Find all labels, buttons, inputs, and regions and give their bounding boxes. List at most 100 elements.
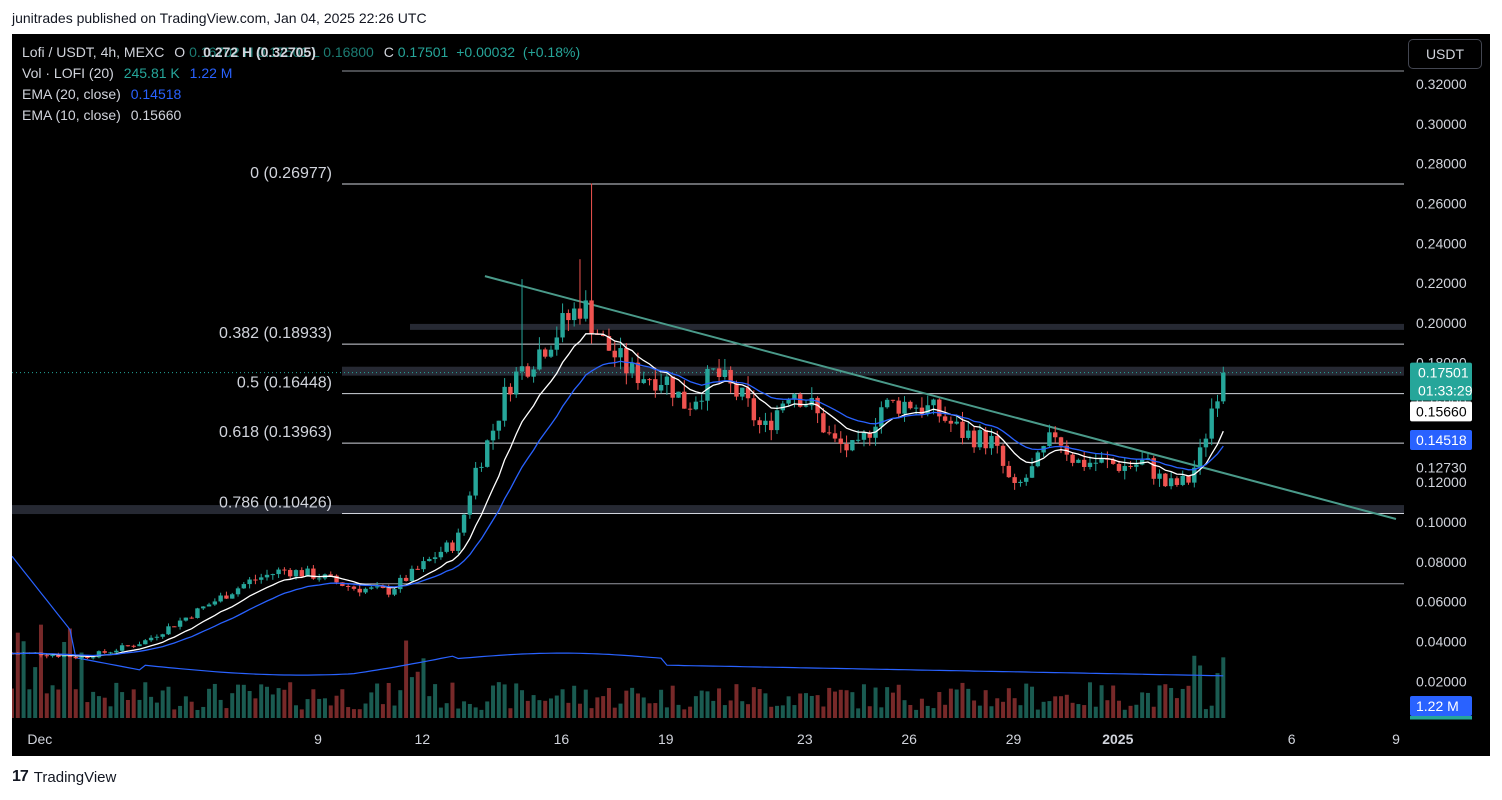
volume-bar bbox=[328, 705, 333, 718]
volume-bar bbox=[340, 689, 345, 718]
volume-bar bbox=[218, 699, 223, 718]
candle-body bbox=[722, 369, 728, 377]
volume-bar bbox=[27, 689, 32, 718]
candle-body bbox=[508, 386, 513, 395]
chart-panel[interactable]: 0 (0.26977) 0.382 (0.18933) 0.5 (0.16448) 0… bbox=[12, 34, 1490, 756]
ema10-axis-label-bg bbox=[1410, 401, 1472, 422]
candle-body bbox=[328, 574, 333, 576]
volume-bar bbox=[357, 709, 362, 718]
candle-body bbox=[160, 634, 165, 637]
volume-bar bbox=[943, 704, 948, 718]
legend-volume-row[interactable]: Vol · LOFI (20) 245.81 K 1.22 M bbox=[22, 63, 580, 84]
candle-body bbox=[253, 579, 258, 581]
volume-bar bbox=[62, 641, 67, 718]
volume-bar bbox=[595, 697, 600, 718]
price-chart[interactable]: 0 (0.26977) 0.382 (0.18933) 0.5 (0.16448) 0… bbox=[12, 34, 1490, 756]
volume-bar bbox=[160, 690, 165, 718]
currency-unit-label: USDT bbox=[1425, 46, 1465, 62]
volume-bar bbox=[914, 709, 919, 718]
volume-bar bbox=[1122, 709, 1127, 718]
candle-body bbox=[85, 656, 90, 659]
time-tick-label: 26 bbox=[901, 731, 917, 747]
volume-bar bbox=[1001, 701, 1006, 718]
candle-body bbox=[212, 601, 218, 605]
candle-body bbox=[664, 376, 670, 385]
candle-body bbox=[867, 432, 872, 438]
volume-bar bbox=[688, 706, 693, 718]
volume-bar bbox=[728, 700, 733, 718]
candle-body bbox=[392, 589, 397, 595]
volume-bar bbox=[1105, 700, 1110, 718]
volume-bar bbox=[212, 683, 217, 718]
candle-body bbox=[519, 366, 525, 372]
tradingview-brand[interactable]: TradingView bbox=[33, 768, 117, 786]
time-tick-label: 9 bbox=[1392, 731, 1400, 747]
current-price-label: 0.17501 bbox=[1418, 365, 1469, 381]
volume-bar bbox=[832, 691, 837, 718]
price-tick-label: 0.22000 bbox=[1416, 275, 1467, 291]
volume-value: 245.81 K bbox=[123, 65, 180, 81]
candle-body bbox=[438, 551, 444, 558]
candle-body bbox=[890, 399, 896, 401]
tradingview-logo-icon: 17 bbox=[12, 768, 29, 785]
candle-body bbox=[618, 348, 623, 358]
volume-bar bbox=[548, 698, 553, 718]
candle-body bbox=[757, 420, 762, 425]
volume-bar bbox=[1082, 705, 1087, 718]
candle-body bbox=[485, 440, 490, 467]
price-zone bbox=[342, 366, 1404, 376]
volume-bar bbox=[1151, 706, 1156, 718]
legend-ema10-row[interactable]: EMA (10, close) 0.15660 bbox=[22, 105, 580, 126]
candle-body bbox=[264, 574, 270, 578]
volume-bar bbox=[375, 683, 380, 718]
volume-bar bbox=[931, 708, 936, 718]
volume-bar bbox=[1076, 704, 1081, 718]
candle-body bbox=[977, 430, 983, 448]
volume-bar bbox=[79, 652, 84, 718]
volume-bar bbox=[259, 684, 264, 718]
legend-ema20-row[interactable]: EMA (20, close) 0.14518 bbox=[22, 84, 580, 105]
volume-bar bbox=[1215, 673, 1220, 718]
candle-body bbox=[1116, 463, 1122, 471]
volume-bar bbox=[560, 689, 565, 718]
volume-bar bbox=[1059, 696, 1064, 718]
candle-body bbox=[311, 568, 316, 579]
volume-bar bbox=[919, 698, 924, 718]
currency-unit-button[interactable]: USDT bbox=[1408, 39, 1482, 69]
candle-body bbox=[635, 362, 641, 384]
trendline[interactable] bbox=[484, 275, 1397, 520]
volume-bar bbox=[230, 693, 235, 718]
volume-bar bbox=[1140, 692, 1145, 718]
volume-bar bbox=[879, 707, 884, 718]
volume-bar bbox=[664, 707, 669, 718]
candle-body bbox=[1197, 447, 1203, 468]
volume-bar bbox=[456, 708, 461, 718]
volume-bar bbox=[977, 705, 982, 718]
symbol-line[interactable]: Lofi / USDT, 4h, MEXC bbox=[22, 44, 165, 60]
price-tick-label: 0.20000 bbox=[1416, 315, 1467, 331]
candle-body bbox=[612, 350, 617, 358]
volume-bar bbox=[462, 701, 467, 718]
volume-bar bbox=[757, 688, 762, 718]
candle-body bbox=[716, 368, 722, 377]
candle-body bbox=[600, 334, 606, 337]
ema10-line bbox=[12, 333, 1224, 658]
volume-bar bbox=[433, 684, 438, 718]
price-zone bbox=[410, 323, 1404, 330]
candle-body bbox=[861, 432, 867, 440]
candle-body bbox=[1215, 401, 1220, 409]
candle-body bbox=[763, 420, 768, 425]
candle-body bbox=[137, 644, 142, 647]
volume-bar bbox=[91, 691, 96, 718]
candle-body bbox=[1163, 473, 1168, 487]
candle-body bbox=[844, 444, 849, 451]
ema20-line bbox=[12, 360, 1224, 657]
volume-bar bbox=[514, 683, 519, 718]
price-tick-label: 0.24000 bbox=[1416, 235, 1467, 251]
candle-body bbox=[259, 577, 264, 580]
volume-bar bbox=[450, 682, 455, 718]
volume-bar bbox=[531, 695, 536, 718]
volume-bar bbox=[792, 705, 797, 718]
price-tick-label: 0.12000 bbox=[1416, 474, 1467, 490]
candle-body bbox=[183, 617, 189, 621]
